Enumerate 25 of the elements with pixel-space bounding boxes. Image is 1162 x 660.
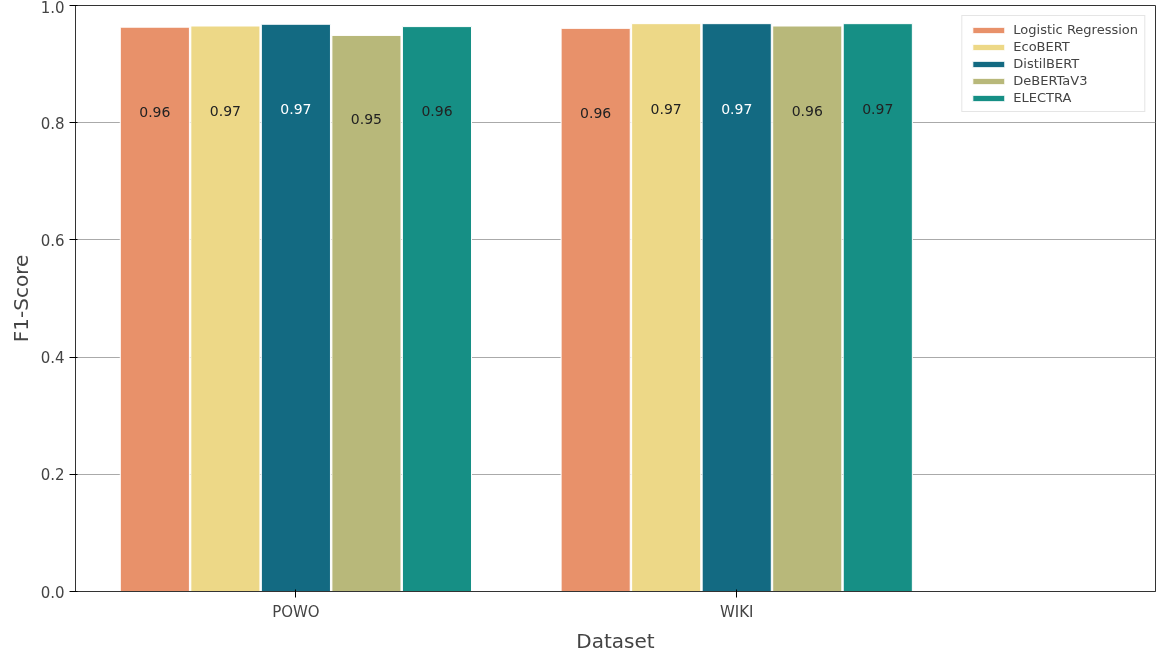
legend-label: DistilBERT (1013, 56, 1080, 71)
y-tick-label: 0.4 (40, 349, 65, 368)
data-label: 0.96 (580, 104, 612, 121)
y-tick-label: 0.2 (40, 466, 65, 485)
legend-label: ELECTRA (1013, 90, 1072, 105)
y-axis-title: F1-Score (8, 254, 33, 343)
x-axis-title: Dataset (576, 628, 655, 653)
y-tick-label: 0.0 (40, 583, 65, 602)
data-label: 0.97 (650, 100, 682, 117)
data-label: 0.96 (139, 103, 171, 120)
x-tick-label: WIKI (719, 602, 754, 621)
data-label: 0.96 (421, 103, 453, 120)
y-tick-label: 1.0 (40, 0, 65, 17)
y-tick-label: 0.8 (40, 114, 65, 133)
data-label: 0.97 (721, 100, 753, 117)
data-label: 0.97 (209, 102, 241, 119)
data-label: 0.97 (862, 100, 894, 117)
data-label: 0.96 (791, 102, 823, 119)
y-tick-label: 0.6 (40, 231, 65, 250)
x-tick-label: POWO (272, 602, 320, 621)
legend-label: DeBERTaV3 (1013, 73, 1088, 88)
legend-label: Logistic Regression (1013, 22, 1138, 37)
data-label: 0.95 (350, 110, 383, 127)
legend-label: EcoBERT (1013, 39, 1070, 54)
data-label: 0.97 (280, 101, 312, 118)
